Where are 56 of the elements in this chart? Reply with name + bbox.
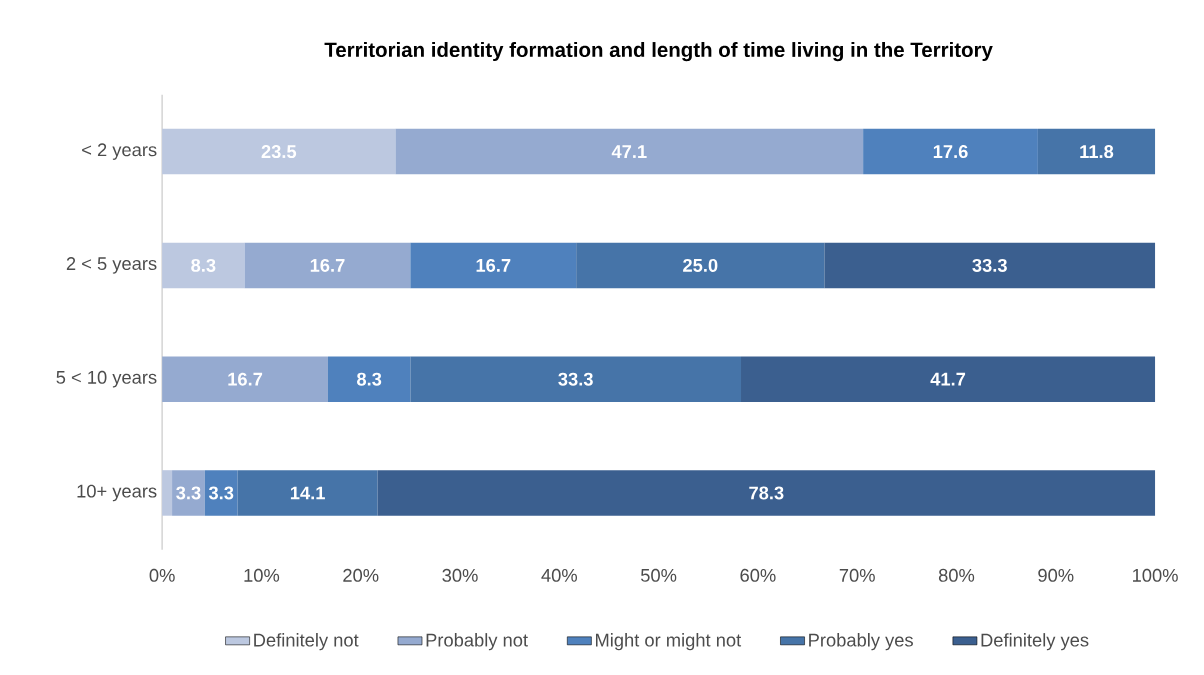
- data-label: 8.3: [356, 372, 382, 386]
- bar: [204, 470, 238, 516]
- x-tick-label: 60%: [740, 568, 776, 582]
- data-label: 25.0: [683, 258, 718, 272]
- data-label: 16.7: [310, 258, 345, 272]
- bar: [162, 470, 173, 516]
- chart-title: Territorian identity formation and length of time living in the Territory: [324, 42, 993, 62]
- bar: [410, 242, 577, 289]
- data-label: 41.7: [930, 372, 966, 386]
- bar: [162, 356, 328, 402]
- legend-label: Probably not: [426, 633, 528, 651]
- bar: [237, 470, 378, 516]
- y-tick-label: 5 < 10 years: [56, 370, 157, 388]
- data-label: 17.6: [933, 145, 968, 159]
- y-tick-label: 2 < 5 years: [66, 257, 157, 274]
- data-label: 16.7: [476, 258, 511, 272]
- bar: [1037, 128, 1156, 175]
- legend-label: Definitely yes: [981, 633, 1089, 651]
- bar: [576, 242, 825, 289]
- x-tick-label: 10%: [244, 568, 280, 582]
- bar: [395, 128, 864, 175]
- bar: [172, 470, 205, 516]
- bar: [377, 470, 1156, 516]
- data-label: 11.8: [1080, 145, 1114, 159]
- y-tick-label: < 2 years: [82, 143, 157, 160]
- bar: [410, 356, 742, 402]
- bar: [162, 242, 245, 289]
- x-tick-label: 0%: [149, 568, 175, 582]
- x-tick-label: 90%: [1038, 568, 1074, 582]
- bar: [244, 242, 411, 289]
- bar: [162, 128, 396, 175]
- x-tick-label: 100%: [1133, 568, 1178, 582]
- bar: [863, 128, 1038, 175]
- y-tick-label: 10+ years: [77, 484, 157, 502]
- data-label: 23.5: [261, 145, 297, 159]
- data-label: 3.3: [208, 486, 234, 500]
- bar: [824, 242, 1156, 289]
- legend-label: Might or might not: [595, 633, 742, 651]
- x-tick-label: 20%: [343, 568, 379, 582]
- data-label: 3.3: [176, 486, 201, 500]
- data-label: 16.7: [228, 372, 263, 386]
- data-label: 78.3: [749, 486, 784, 500]
- x-tick-label: 30%: [442, 568, 478, 582]
- data-label: 33.3: [972, 258, 1007, 272]
- x-tick-label: 50%: [640, 568, 677, 582]
- bar: [327, 356, 411, 402]
- data-label: 8.3: [191, 258, 216, 272]
- data-label: 47.1: [611, 145, 647, 158]
- x-tick-label: 80%: [938, 568, 975, 582]
- x-tick-label: 40%: [541, 568, 578, 582]
- legend-label: Definitely not: [254, 633, 359, 651]
- data-label: 33.3: [558, 372, 593, 386]
- data-label: 14.1: [290, 486, 325, 500]
- bar: [741, 356, 1156, 402]
- x-tick-label: 70%: [839, 568, 875, 582]
- legend-label: Probably yes: [809, 633, 913, 651]
